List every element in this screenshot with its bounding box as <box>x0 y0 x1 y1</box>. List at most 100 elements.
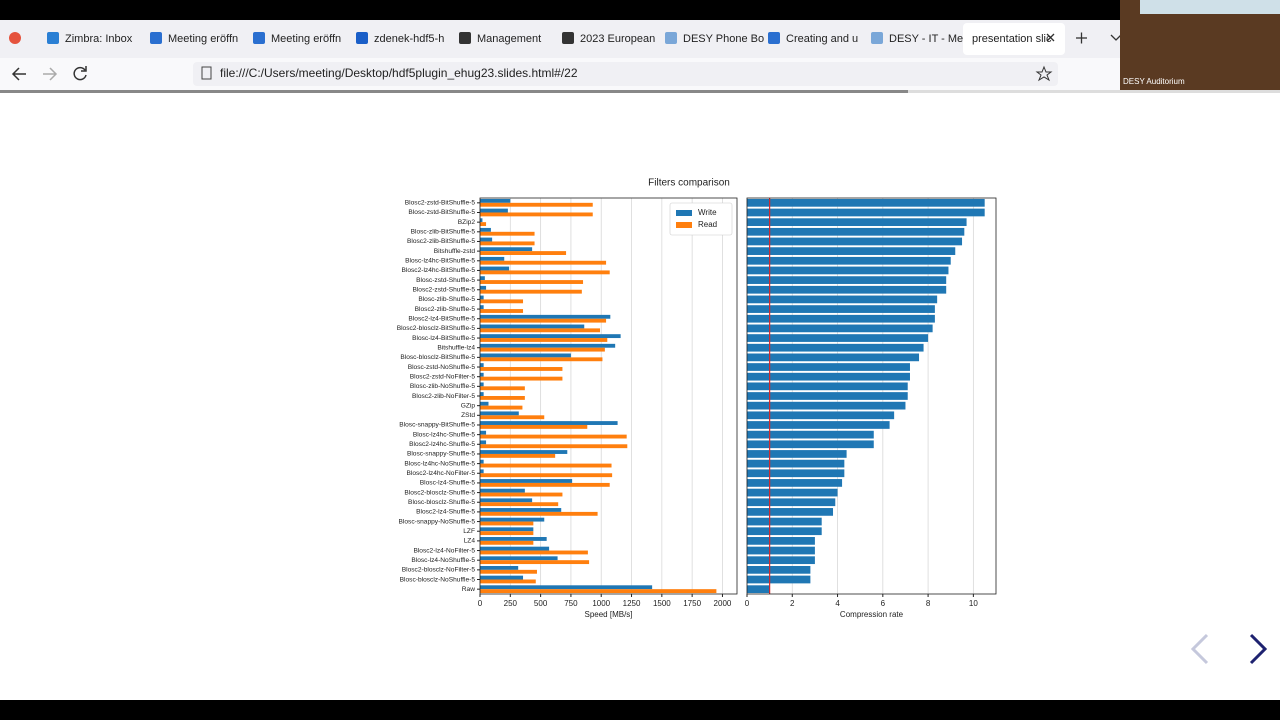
tab-title[interactable]: Meeting eröffn <box>168 33 238 45</box>
category-label: Bitshuffle-zstd <box>434 248 476 255</box>
x-tick-label: 1250 <box>623 599 641 608</box>
bar <box>747 508 834 516</box>
reload-button[interactable] <box>73 66 87 81</box>
bar <box>747 537 815 545</box>
bar <box>480 353 571 358</box>
new-tab[interactable] <box>1076 32 1087 44</box>
bar <box>480 579 536 584</box>
category-label: Blosc-zlib-BitShuffle-5 <box>411 229 476 236</box>
bar <box>747 411 895 420</box>
bar <box>480 280 584 284</box>
bar <box>480 237 493 242</box>
bar <box>480 198 511 203</box>
bar <box>747 498 836 507</box>
tab-title[interactable]: DESY - IT - Me <box>889 33 963 45</box>
category-label: Blosc2-zlib-Shuffle-5 <box>415 306 476 313</box>
bar <box>480 318 607 323</box>
x-axis-label: Compression rate <box>840 610 904 619</box>
tab-title[interactable]: Zimbra: Inbox <box>65 33 133 45</box>
bar <box>480 531 534 536</box>
back-button[interactable] <box>11 67 26 81</box>
category-label: Blosc2-lz4-NoFilter-5 <box>413 547 475 554</box>
category-label: GZip <box>461 402 476 409</box>
bar <box>747 372 910 381</box>
chart-title: Filters comparison <box>648 178 730 189</box>
x-tick-label: 10 <box>969 599 978 608</box>
browser-icon[interactable] <box>9 32 21 44</box>
bar <box>480 392 484 396</box>
bar <box>480 430 487 435</box>
tab-close[interactable] <box>1046 33 1055 42</box>
bar <box>480 338 608 342</box>
bar <box>480 266 510 271</box>
bar <box>747 295 938 304</box>
category-label: Blosc-lz4-NoShuffle-5 <box>411 557 475 564</box>
bar <box>747 517 822 526</box>
bar <box>747 247 956 255</box>
next-slide[interactable] <box>1249 633 1268 665</box>
bar <box>747 421 890 429</box>
category-label: Blosc-zlib-Shuffle-5 <box>418 296 475 303</box>
category-label: Blosc-lz4-Shuffle-5 <box>420 480 476 487</box>
url-text[interactable]: file:///C:/Users/meeting/Desktop/hdf5plu… <box>220 66 578 80</box>
bar <box>747 256 951 265</box>
bar <box>480 521 534 526</box>
bar <box>480 415 545 420</box>
tab-title[interactable]: presentation slic <box>972 33 1052 45</box>
tab-icon <box>665 32 677 44</box>
tab-title[interactable]: Management <box>477 33 541 45</box>
bar <box>480 537 547 541</box>
x-tick-label: 4 <box>835 599 840 608</box>
tab-title[interactable]: zdenek-hdf5-h <box>374 33 444 45</box>
x-tick-label: 0 <box>478 599 483 608</box>
category-label: Blosc2-lz4hc-Shuffle-5 <box>409 441 475 448</box>
legend-label: Write <box>698 208 717 217</box>
tab-list[interactable] <box>1110 34 1122 41</box>
url-bar[interactable] <box>193 62 1058 86</box>
bar <box>480 463 612 468</box>
bar <box>480 314 611 319</box>
x-tick-label: 1000 <box>592 599 610 608</box>
bar <box>480 270 610 275</box>
bar <box>480 347 605 352</box>
tab-title[interactable]: 2023 European <box>580 33 655 45</box>
bar <box>480 386 525 391</box>
bar <box>480 556 558 561</box>
bar <box>480 334 621 339</box>
bar <box>480 251 567 255</box>
bar <box>747 565 811 574</box>
bar <box>480 231 535 236</box>
forward-button[interactable] <box>43 67 58 81</box>
category-label: Blosc-snappy-BitShuffle-5 <box>399 422 475 429</box>
bar <box>480 256 505 261</box>
bar <box>480 328 601 333</box>
tab-title[interactable]: DESY Phone Bo <box>683 33 764 45</box>
active-tab[interactable] <box>963 23 1065 55</box>
bar <box>747 227 965 236</box>
bar <box>747 266 949 275</box>
category-label: Blosc-lz4hc-BitShuffle-5 <box>405 258 475 265</box>
bar <box>480 382 484 387</box>
x-tick-label: 6 <box>881 599 886 608</box>
prev-slide[interactable] <box>1190 633 1209 665</box>
bookmark-star[interactable] <box>1035 65 1053 82</box>
bar <box>480 357 603 362</box>
bar <box>747 314 935 323</box>
bar <box>747 324 933 333</box>
bar <box>747 343 924 352</box>
bar <box>480 508 562 512</box>
bar <box>480 343 616 348</box>
category-label: Blosc2-lz4hc-NoFilter-5 <box>406 470 475 477</box>
category-label: Blosc2-lz4-BitShuffle-5 <box>408 315 475 322</box>
bar <box>480 363 484 368</box>
bar <box>480 227 491 232</box>
tab-title[interactable]: Creating and u <box>786 33 858 45</box>
category-label: Blosc2-zstd-Shuffle-5 <box>412 287 475 294</box>
category-label: Blosc-zstd-NoShuffle-5 <box>408 364 476 371</box>
bar <box>480 241 535 246</box>
category-label: Blosc-blosclz-BitShuffle-5 <box>400 354 475 361</box>
category-label: Blosc2-blosclz-BitShuffle-5 <box>397 325 476 332</box>
category-label: LZF <box>463 528 475 535</box>
tab-title[interactable]: Meeting eröffn <box>271 33 341 45</box>
